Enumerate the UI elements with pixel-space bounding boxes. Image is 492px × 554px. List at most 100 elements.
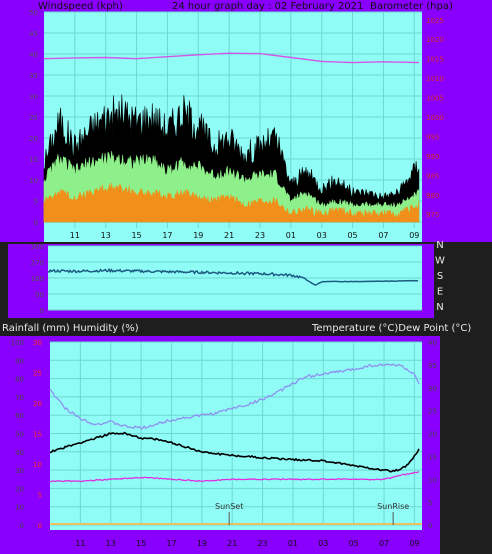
top-x-tick-label: 21 — [224, 231, 234, 240]
top-title-right: Barometer (hpa) — [370, 1, 453, 12]
bottom-rain-tick-label: 5 — [38, 492, 42, 500]
bottom-rain-tick-label: 10 — [33, 461, 42, 469]
direction-label: E — [437, 287, 443, 298]
top-x-tick-label: 23 — [255, 231, 265, 240]
bottom-y2-tick-label: 0 — [428, 522, 432, 530]
sun-annotations: SunSet SunRise — [215, 502, 409, 525]
top-y-tick-label: 25 — [29, 114, 38, 122]
series-direction — [47, 267, 419, 286]
top-x-tick-label: 03 — [317, 231, 327, 240]
top-title-left: Windspeed (kph) — [38, 1, 123, 12]
top-y2-tick-label: 1010 — [426, 75, 444, 83]
bottom-x-tick-label: 01 — [288, 539, 298, 548]
top-y-tick-label: 20 — [29, 135, 38, 143]
top-y2-tick-label: 1000 — [426, 114, 444, 122]
dir-y-tick-label: 270 — [31, 259, 44, 267]
top-y2-tick-label: 1025 — [426, 17, 444, 25]
bottom-plot-area — [50, 342, 422, 530]
series-barometer — [43, 52, 419, 64]
series-humidity — [49, 471, 420, 483]
top-x-tick-label: 09 — [409, 231, 419, 240]
top-y-tick-label: 30 — [29, 93, 38, 101]
top-x-tick-label: 01 — [286, 231, 296, 240]
direction-label: N — [436, 302, 443, 313]
top-x-tick-label: 15 — [131, 231, 141, 240]
top-y-tick-label: 10 — [29, 177, 38, 185]
top-y2-tick-label: 990 — [426, 153, 439, 161]
bottom-y2-tick-label: 10 — [428, 476, 437, 484]
top-y-tick-label: 50 — [29, 9, 38, 17]
top-y-tick-label: 35 — [29, 72, 38, 80]
bottom-y2-axis: 40 35 30 25 20 15 10 5 0 — [428, 339, 437, 530]
top-x-tick-label: 19 — [193, 231, 203, 240]
bottom-y-tick-label: 70 — [15, 394, 24, 402]
bottom-x-tick-label: 23 — [257, 539, 267, 548]
bottom-y2-tick-label: 5 — [428, 499, 432, 507]
series-temperature — [49, 363, 420, 430]
top-x-tick-label: 07 — [378, 231, 388, 240]
top-y-tick-label: 5 — [34, 198, 38, 206]
top-y2-tick-label: 1015 — [426, 56, 444, 64]
bottom-y-tick-label: 0 — [20, 522, 24, 530]
bottom-rain-tick-label: 30 — [33, 339, 42, 347]
top-y2-axis: 1025 1020 1015 1010 1005 1000 995 990 985 980 975 — [426, 17, 444, 219]
bottom-x-tick-label: 07 — [379, 539, 389, 548]
bottom-rain-tick-label: 20 — [33, 400, 42, 408]
bottom-title-right: Temperature (°C)Dew Point (°C) — [311, 323, 471, 334]
bottom-series — [49, 363, 420, 483]
bottom-x-tick-label: 05 — [349, 539, 359, 548]
top-y-tick-label: 0 — [34, 219, 38, 227]
bottom-y-tick-label: 50 — [15, 431, 24, 439]
top-title-center: 24 hour graph day : 02 February 2021 — [172, 1, 363, 12]
series-dewpoint — [49, 431, 420, 473]
top-y2-tick-label: 1005 — [426, 95, 444, 103]
bottom-x-tick-label: 17 — [166, 539, 176, 548]
bottom-x-tick-label: 09 — [409, 539, 419, 548]
bottom-y-tick-label: 60 — [15, 412, 24, 420]
bottom-rain-tick-label: 0 — [38, 522, 42, 530]
direction-label: S — [437, 271, 443, 282]
bottom-rain-tick-label: 25 — [33, 370, 42, 378]
top-x-tick-label: 13 — [101, 231, 111, 240]
bottom-x-axis: 11 13 15 17 19 21 23 01 03 05 07 09 — [75, 539, 419, 548]
bottom-y-tick-label: 100 — [11, 339, 24, 347]
top-x-tick-label: 17 — [162, 231, 172, 240]
bottom-y-tick-label: 80 — [15, 376, 24, 384]
sun-marker-label: SunRise — [377, 502, 409, 511]
top-x-tick-label: 05 — [347, 231, 357, 240]
top-y-tick-label: 45 — [29, 30, 38, 38]
top-y2-tick-label: 1020 — [426, 36, 444, 44]
top-series — [43, 52, 420, 223]
bottom-y2-tick-label: 15 — [428, 453, 437, 461]
bottom-y-tick-label: 20 — [15, 485, 24, 493]
bottom-y2-tick-label: 35 — [428, 362, 437, 370]
bottom-y-tick-label: 10 — [15, 504, 24, 512]
bottom-x-tick-label: 03 — [318, 539, 328, 548]
bottom-y2-tick-label: 25 — [428, 408, 437, 416]
sun-marker-label: SunSet — [215, 502, 243, 511]
bottom-title-left: Rainfall (mm) Humidity (%) — [2, 323, 139, 334]
bottom-rain-axis: 30 25 20 15 10 5 0 — [33, 339, 42, 530]
dir-y-tick-label: 360 — [31, 243, 44, 251]
bottom-x-tick-label: 21 — [227, 539, 237, 548]
bottom-x-tick-label: 19 — [197, 539, 207, 548]
top-y2-tick-label: 985 — [426, 172, 439, 180]
top-y-tick-label: 40 — [29, 51, 38, 59]
top-y2-tick-label: 980 — [426, 192, 439, 200]
top-y2-tick-label: 975 — [426, 211, 439, 219]
top-x-axis: 11 13 15 17 19 21 23 01 03 05 07 09 — [70, 231, 420, 240]
dir-y-axis: 360 270 180 90 0 — [31, 243, 44, 315]
direction-label: W — [435, 256, 445, 267]
dir-y-tick-label: 180 — [31, 275, 44, 283]
bottom-x-tick-label: 15 — [136, 539, 146, 548]
top-y2-tick-label: 995 — [426, 133, 439, 141]
bottom-x-tick-label: 13 — [106, 539, 116, 548]
dir-grid — [48, 245, 422, 311]
bottom-y-tick-label: 30 — [15, 467, 24, 475]
dir-y-tick-label: 0 — [40, 307, 44, 315]
bottom-y2-tick-label: 40 — [428, 339, 437, 347]
